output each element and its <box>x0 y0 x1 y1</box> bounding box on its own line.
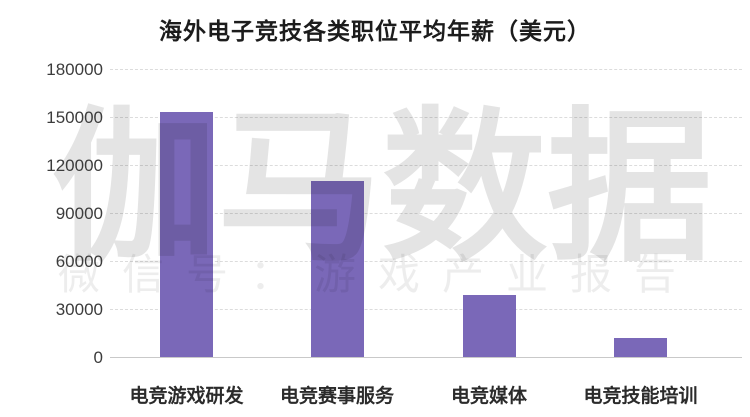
x-axis-baseline <box>110 357 742 358</box>
bar <box>614 337 667 357</box>
y-axis-tick-label: 90000 <box>55 204 103 223</box>
gridline <box>110 117 742 118</box>
y-axis-tick-label: 60000 <box>55 252 103 271</box>
y-axis-tick-label: 180000 <box>46 60 103 79</box>
x-axis-label: 电竞赛事服务 <box>279 386 394 407</box>
y-axis-tick-label: 0 <box>93 348 103 367</box>
bar <box>462 294 516 357</box>
gridline <box>110 165 742 166</box>
gridline <box>110 69 742 70</box>
watermark-brand-text: 伽马数据 <box>52 96 712 280</box>
x-axis-label: 电竞媒体 <box>450 386 527 407</box>
x-axis-label: 电竞技能培训 <box>583 386 698 407</box>
y-axis-tick-label: 30000 <box>55 300 103 319</box>
y-axis-tick-label: 150000 <box>46 108 103 127</box>
chart-title: 海外电子竞技各类职位平均年薪（美元） <box>159 18 591 44</box>
y-axis-tick-label: 120000 <box>46 156 103 175</box>
bar <box>160 112 213 357</box>
bar <box>310 181 364 357</box>
gridline <box>110 261 742 262</box>
gridline <box>110 213 742 214</box>
gridline <box>110 309 742 310</box>
x-axis-label: 电竞游戏研发 <box>129 386 244 407</box>
